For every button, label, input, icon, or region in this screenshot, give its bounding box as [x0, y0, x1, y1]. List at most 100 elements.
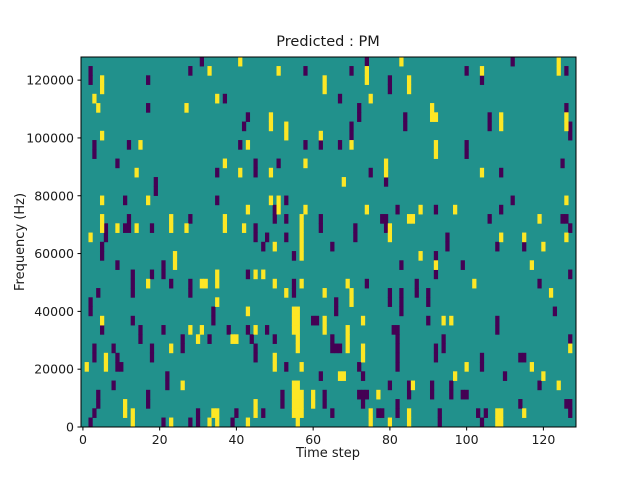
heatmap-cell-negative [499, 204, 504, 215]
heatmap-cell-positive [222, 158, 228, 169]
heatmap-cell-negative [383, 177, 389, 187]
heatmap-cell-negative [460, 389, 465, 400]
y-axis-label: Frequency (Hz) [13, 193, 28, 291]
heatmap-cell-negative [92, 352, 97, 363]
heatmap-cell-negative [318, 140, 323, 150]
heatmap-cell-negative [406, 389, 412, 400]
heatmap-cell-positive [564, 232, 569, 243]
heatmap-cell-positive [291, 306, 297, 317]
heatmap-cell-negative [360, 371, 366, 381]
heatmap-cell-positive [499, 121, 504, 132]
heatmap-cell-negative [395, 362, 400, 372]
heatmap-cell-negative [537, 278, 542, 289]
heatmap-cell-negative [280, 399, 285, 409]
heatmap-cell-negative [211, 315, 216, 326]
heatmap-cell-positive [272, 278, 277, 289]
heatmap-cell-negative [464, 389, 469, 400]
heatmap-cell-positive [291, 389, 297, 400]
heatmap-cell-positive [399, 56, 404, 67]
heatmap-cell-positive [169, 343, 174, 354]
heatmap-cell-negative [337, 343, 343, 354]
heatmap-cell-positive [406, 214, 412, 224]
heatmap-cell-negative [330, 343, 335, 354]
heatmap-cell-negative [568, 223, 573, 233]
heatmap-cell-positive [123, 408, 128, 418]
heatmap-cell-negative [96, 399, 101, 409]
heatmap-cell-positive [322, 84, 327, 95]
heatmap-cell-positive [364, 204, 369, 215]
heatmap-cell-negative [123, 223, 128, 233]
heatmap-cell-positive [303, 204, 308, 215]
heatmap-cell-negative [149, 343, 155, 354]
heatmap-cell-positive [441, 315, 446, 326]
heatmap-cell-negative [360, 399, 366, 409]
heatmap-cell-negative [99, 251, 105, 261]
heatmap-cell-positive [199, 278, 204, 289]
heatmap-cell-positive [268, 195, 274, 206]
heatmap-cell-negative [165, 371, 170, 381]
heatmap-cell-positive [295, 315, 300, 326]
heatmap-cell-negative [449, 389, 454, 400]
heatmap-cell-negative [568, 334, 573, 344]
heatmap-cell-negative [433, 251, 439, 261]
heatmap-cell-negative [119, 362, 124, 372]
heatmap-cell-negative [180, 334, 185, 344]
heatmap-cell-negative [245, 325, 251, 335]
heatmap-cell-positive [522, 232, 527, 243]
heatmap-cell-positive [215, 278, 220, 289]
heatmap-cell-positive [238, 167, 243, 178]
heatmap-cell-positive [529, 260, 534, 270]
heatmap-cell-negative [387, 380, 393, 391]
heatmap-cell-negative [479, 75, 485, 85]
heatmap-cell-negative [96, 389, 101, 400]
heatmap-cell-negative [264, 232, 270, 243]
heatmap-cell-negative [483, 408, 488, 418]
heatmap-cell-positive [268, 121, 274, 132]
heatmap-cell-positive [169, 214, 174, 224]
heatmap-cell-positive [215, 93, 220, 104]
heatmap-cell-positive [253, 399, 258, 409]
heatmap-cell-negative [380, 214, 385, 224]
heatmap-cell-positive [299, 278, 304, 289]
heatmap-cell-negative [165, 380, 170, 391]
x-tick-label: 20 [152, 432, 168, 447]
heatmap-cell-negative [406, 380, 412, 391]
heatmap-cell-negative [334, 343, 339, 354]
heatmap-cell-positive [360, 352, 366, 363]
heatmap-cell-positive [364, 66, 369, 76]
heatmap-cell-negative [337, 93, 343, 104]
heatmap-cell-positive [134, 223, 139, 233]
heatmap-cell-negative [92, 149, 97, 159]
heatmap-cell-negative [88, 75, 93, 85]
heatmap-cell-negative [460, 260, 465, 270]
heatmap-cell-positive [276, 204, 281, 215]
heatmap-cell-positive [418, 251, 423, 261]
heatmap-cell-positive [295, 417, 300, 428]
heatmap-cell-negative [487, 121, 492, 132]
heatmap-cell-negative [403, 112, 408, 122]
heatmap-cell-negative [215, 167, 220, 178]
heatmap-cell-positive [245, 417, 251, 428]
heatmap-cell-negative [560, 214, 565, 224]
heatmap-cell-negative [433, 204, 439, 215]
heatmap-cell-negative [146, 75, 151, 85]
heatmap-cell-negative [357, 389, 362, 400]
heatmap-cell-positive [99, 195, 105, 206]
heatmap-cell-negative [364, 56, 369, 67]
heatmap-cell-negative [153, 186, 158, 196]
heatmap-cell-positive [360, 343, 366, 354]
heatmap-cell-positive [134, 167, 139, 178]
heatmap-cell-positive [238, 56, 243, 67]
heatmap-cell-positive [337, 371, 343, 381]
heatmap-cell-positive [311, 399, 316, 409]
heatmap-cell-negative [399, 297, 404, 307]
heatmap-cell-negative [464, 66, 469, 76]
heatmap-cell-positive [418, 204, 423, 215]
heatmap-cell-positive [245, 306, 251, 317]
heatmap-cell-negative [138, 334, 143, 344]
x-tick-label: 120 [531, 432, 555, 447]
heatmap-cell-negative [360, 389, 366, 400]
heatmap-cell-negative [399, 288, 404, 298]
